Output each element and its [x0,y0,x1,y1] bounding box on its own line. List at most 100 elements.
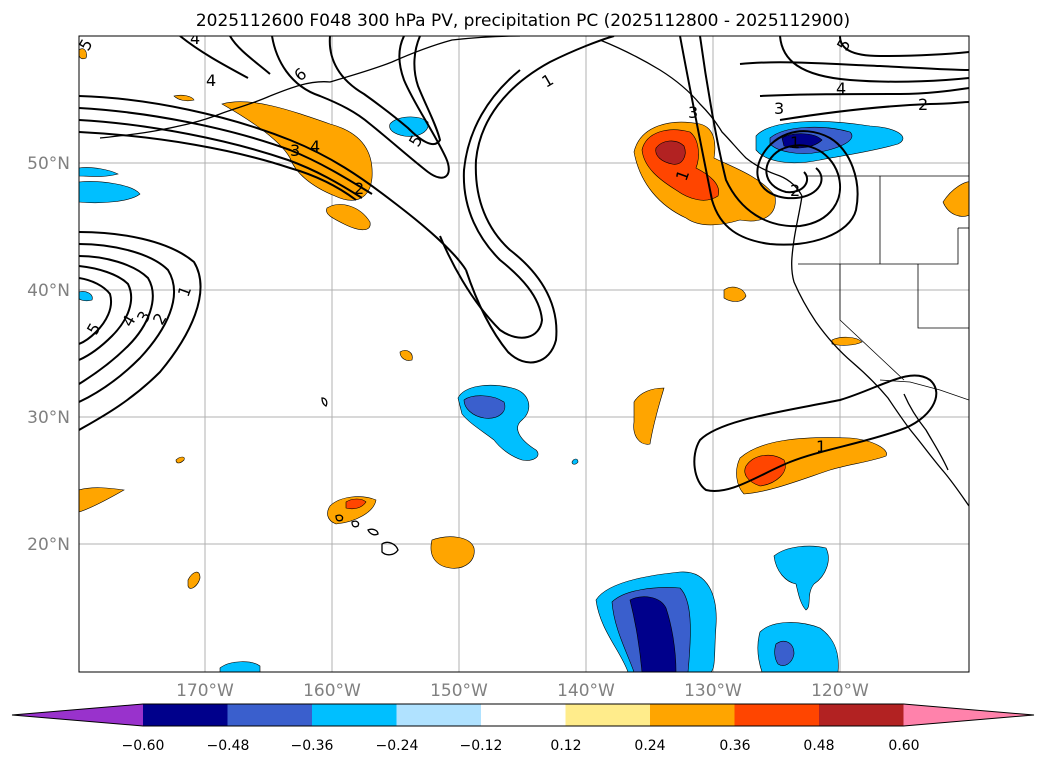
colorbar-outline [11,703,1035,727]
precip-positive-area [326,204,371,231]
precip-negative-area [79,181,141,204]
political-borders [798,175,969,401]
pv-contour-line [79,119,363,199]
precip-positive-area [942,181,969,217]
map-panel: 5 4 6 3 4 2 5 1 1 5 4 3 2 3 4 2 1 5 4 3 [78,29,970,673]
colorbar-segment [481,704,566,726]
coastline-baja [903,393,949,471]
island-hawaii-kauai [335,514,344,522]
colorbar-tick-label: 0.48 [803,738,834,754]
pv-label: 4 [206,71,216,90]
pv-label: 4 [190,29,200,48]
pv-contour-line [779,36,969,83]
pv-label: 1 [816,437,826,456]
colorbar-tick-label: −0.48 [207,738,250,754]
coastline-bc [599,39,803,197]
pv-contour-line [79,265,133,361]
colorbar-tick-labels: −0.60 −0.48 −0.36 −0.24 −0.12 0.12 0.24 … [122,738,920,754]
lon-label: 130°W [684,681,742,701]
precip-negative-area [79,291,93,302]
coastline-us-west [791,195,969,507]
precip-positive-area [655,140,686,165]
pv-contour-line [759,87,969,97]
colorbar-extend-low [12,704,143,726]
colorbar-extend-high [903,704,1034,726]
pv-contour-line [271,36,450,179]
lat-label: 40°N [27,281,70,301]
colorbar-tick-label: 0.60 [888,738,919,754]
precip-negative-area [463,395,506,419]
island-hawaii-oahu [351,520,360,528]
precipitation-shading [79,48,969,672]
pv-contour-line [699,36,841,228]
lat-label: 30°N [27,408,70,428]
precip-positive-area [79,487,125,513]
pv-contour-line [79,95,467,271]
precip-positive-area [399,350,413,361]
colorbar-segment [565,704,651,726]
precip-negative-area [79,167,119,177]
pv-contours [79,36,969,492]
precip-positive-area [831,336,863,346]
pv-contour-line [79,231,202,431]
precip-negative-area [781,133,823,149]
colorbar-segment [227,704,313,726]
colorbar-tick-label: 0.36 [719,738,750,754]
pv-contour-line [179,36,249,79]
precip-positive-area [187,571,201,589]
border-state [917,264,969,329]
pv-label: 4 [836,79,846,98]
pv-contour-line [679,36,859,246]
precip-negative-area [571,458,579,465]
lon-label: 120°W [811,681,869,701]
precip-positive-area [430,536,475,569]
colorbar-segment [396,704,482,726]
longitude-labels: 170°W 160°W 150°W 140°W 130°W 120°W [176,681,869,701]
pv-contour-line [229,36,271,75]
border-state [839,264,905,381]
colorbar-tick-label: 0.24 [634,738,665,754]
lat-label: 20°N [27,535,70,555]
precip-negative-area [774,641,795,666]
pv-label: 3 [774,99,784,118]
pv-contour-line [328,36,442,146]
colorbar-tick-label: −0.60 [122,738,165,754]
pv-contour-line [79,255,154,385]
colorbar-segment [143,704,228,726]
island-small [321,397,328,407]
precip-positive-area [723,286,747,302]
pv-contour-line [465,36,615,364]
precip-negative-area [219,661,261,672]
pv-label: 2 [790,181,800,200]
pv-contour-line [79,107,373,195]
border-state [798,228,959,265]
colorbar-tick-label: −0.36 [291,738,334,754]
precip-positive-area [175,456,185,464]
latitude-labels: 50°N 40°N 30°N 20°N [27,154,70,555]
island-hawaii-maui [367,528,379,536]
precip-positive-area [633,387,665,445]
precip-positive-area [345,498,367,510]
pv-contour-line [439,69,544,339]
pv-label: 1 [790,133,800,152]
pv-contour-line [739,61,969,71]
coastlines [99,36,969,556]
colorbar-tick-label: −0.12 [460,738,503,754]
pv-contour-line [79,243,176,403]
precip-positive-area [221,101,373,201]
pv-contour-line [779,101,969,121]
lat-label: 50°N [27,154,70,174]
pv-contour-line [839,36,969,58]
lon-label: 170°W [176,681,234,701]
pv-label: 3 [290,141,300,160]
border-us-mexico [879,379,969,401]
pv-label: 3 [688,103,698,122]
pv-contour-line [79,131,357,201]
colorbar-tick-label: 0.12 [550,738,581,754]
pv-contour-line [79,277,112,345]
colorbar-segment [734,704,820,726]
colorbar-segment [650,704,735,726]
colorbar-segment [819,704,904,726]
colorbar-segment [312,704,397,726]
pv-label: 2 [918,95,928,114]
